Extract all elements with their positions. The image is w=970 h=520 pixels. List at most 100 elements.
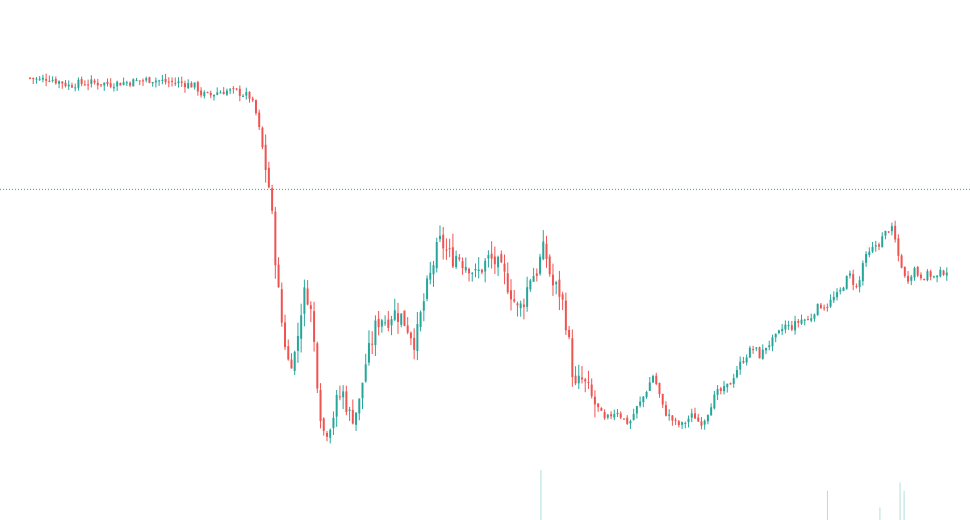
candle-body [38,78,41,80]
candle-body [874,245,877,247]
candle-body [451,247,454,267]
candle [413,328,416,360]
candle [422,293,425,322]
candle [642,396,645,408]
candle-body [542,241,545,260]
candle-body [797,321,800,323]
candle-body [258,112,261,128]
candle [267,161,270,189]
candle [303,279,306,327]
candle-body [216,92,219,95]
candle [164,73,167,85]
candle-body [652,376,655,383]
candle-body [154,80,157,83]
candle-body [129,82,132,86]
candle-body [371,343,374,345]
candle [845,275,848,290]
candle [742,356,745,364]
candle [881,232,884,248]
candle-body [813,314,816,319]
candle-body [826,306,829,308]
candle [913,266,916,281]
candle [800,314,803,326]
candle-body [590,384,593,397]
candle [458,254,461,262]
candle [245,87,248,100]
candle-body [803,319,806,321]
candle [183,80,186,93]
candle [655,372,658,386]
candle-body [739,361,742,370]
candle [426,275,429,302]
candle-body [419,312,422,327]
candle [732,373,735,388]
candle-body [151,82,154,84]
candle [597,403,600,412]
candle [819,302,822,309]
candle [290,353,293,369]
candle [916,265,919,278]
candle-body [516,303,519,306]
candle [154,77,157,88]
candle-body [251,98,254,101]
candle [51,76,54,83]
candle-body [106,81,109,84]
candle-body [784,324,787,330]
candle-body [232,88,235,90]
candle [877,242,880,251]
candle-body [684,422,687,424]
candle-body [703,420,706,425]
candle [868,247,871,258]
candle-body [225,90,228,95]
candle [455,250,458,270]
candle-body [639,401,642,406]
candle-body [794,321,797,331]
candle-body [387,319,390,328]
candle [122,77,125,86]
candle-body [455,255,458,267]
candle-body [945,272,948,276]
candle [429,261,432,285]
candle-body [277,264,280,288]
candle [222,87,225,95]
candle-body [119,82,122,86]
candle [29,77,31,80]
candle [619,411,622,420]
candle [403,310,406,327]
candle-body [597,403,600,408]
candle-body [161,79,164,81]
candle [661,393,664,408]
candle-body [545,243,548,260]
candle-body [558,279,561,297]
candle-body [261,127,264,148]
candle [697,413,700,422]
candle-body [584,379,587,382]
candle [797,318,800,328]
candle-body [422,301,425,311]
candle [503,254,506,285]
candle [468,267,471,282]
candle [700,416,703,430]
volume-bar [826,490,828,520]
candle [577,364,580,390]
candle [90,75,93,88]
candle [926,269,929,282]
candle [542,230,545,261]
volume-bar [903,490,905,520]
candle-body [393,310,396,320]
candle-body [503,263,506,272]
candle-body [710,407,713,416]
candle [45,73,48,87]
candle-body [513,299,516,302]
candle [254,99,257,116]
candle-body [693,413,696,419]
candle [67,80,70,91]
candle [500,250,503,264]
candle-body [41,77,44,80]
candle [296,322,299,363]
candle-body [823,307,826,309]
candle [626,415,629,425]
candle-body [209,92,212,96]
